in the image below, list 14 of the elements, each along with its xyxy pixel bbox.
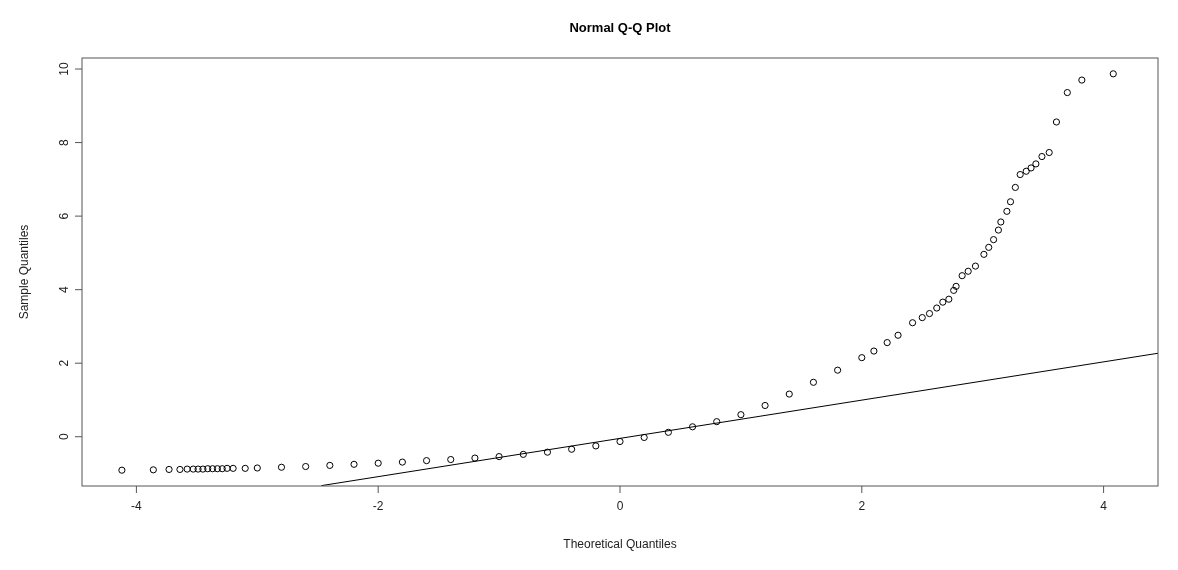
x-tick-label: -4 bbox=[131, 499, 143, 513]
y-axis-title: Sample Quantiles bbox=[17, 224, 31, 320]
x-tick-label: 2 bbox=[858, 499, 866, 513]
y-tick-label: 10 bbox=[57, 62, 71, 76]
x-tick-label: 4 bbox=[1100, 499, 1108, 513]
chart-title: Normal Q-Q Plot bbox=[569, 20, 672, 35]
x-axis-title: Theoretical Quantiles bbox=[563, 537, 677, 551]
y-tick-label: 6 bbox=[57, 212, 71, 220]
y-tick-label: 2 bbox=[57, 359, 71, 367]
y-tick-label: 4 bbox=[57, 285, 71, 293]
y-tick-label: 0 bbox=[57, 433, 71, 441]
x-tick-label: -2 bbox=[372, 499, 384, 513]
y-tick-label: 8 bbox=[57, 138, 71, 146]
x-tick-label: 0 bbox=[616, 499, 624, 513]
